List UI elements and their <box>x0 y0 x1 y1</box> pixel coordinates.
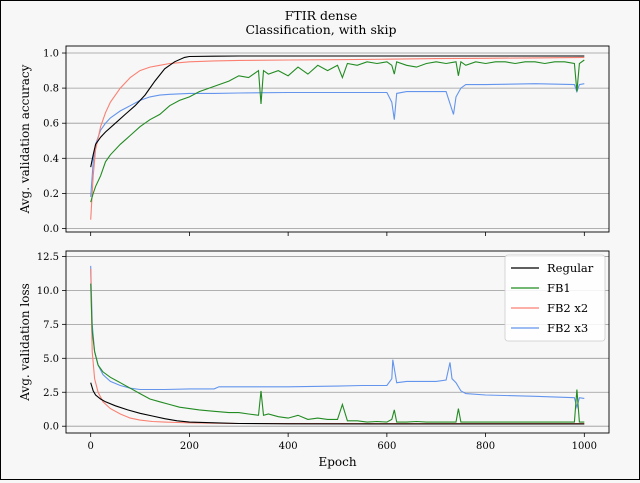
x-tick-label: 400 <box>279 441 298 452</box>
y-tick-label: 12.5 <box>37 252 59 263</box>
y-tick-label: 0.6 <box>43 119 59 130</box>
legend-entry: Regular <box>547 261 594 275</box>
series-line-fb1 <box>90 283 585 423</box>
series-line-fb2-x3 <box>90 83 585 197</box>
y-tick-label: 0.8 <box>43 84 59 95</box>
legend-entry: FB2 x2 <box>547 301 588 315</box>
x-axis-label: Epoch <box>318 455 356 469</box>
series-line-regular <box>90 382 585 425</box>
y-tick-label: 7.5 <box>43 320 59 331</box>
x-tick-label: 0 <box>87 441 93 452</box>
y-tick-label: 2.5 <box>43 388 59 399</box>
y-axis-label: Avg. validation accuracy <box>18 64 32 214</box>
y-tick-label: 0.2 <box>43 189 59 200</box>
y-tick-label: 5.0 <box>43 354 59 365</box>
y-tick-label: 10.0 <box>37 286 59 297</box>
legend-entry: FB1 <box>547 281 571 295</box>
panel-1: 0.0 0.2 0.4 0.6 0.8 1.0 Avg. validation accura… <box>18 45 610 236</box>
x-tick-label: 600 <box>377 441 396 452</box>
y-axis-label: Avg. validation loss <box>18 283 32 402</box>
legend-box <box>504 254 606 342</box>
y-tick-label: 0.0 <box>43 224 59 235</box>
series-line-fb2-x3 <box>90 265 585 410</box>
legend: Regular FB1 FB2 x2 FB2 x3 <box>504 254 606 342</box>
y-tick-label: 1.0 <box>43 49 59 60</box>
plot-frame <box>65 250 610 434</box>
panel-2: 0.0 2.5 5.0 7.5 10.0 12.5 0 200 400 600 800 1000 Avg… <box>18 250 610 469</box>
x-tick-label: 1000 <box>572 441 597 452</box>
y-tick-label: 0.0 <box>43 422 59 433</box>
plot-frame <box>65 45 610 233</box>
legend-entry: FB2 x3 <box>547 321 588 335</box>
y-tick-label: 0.4 <box>43 154 59 165</box>
series-line-regular <box>90 55 585 168</box>
chart-title-line1: FTIR dense <box>285 8 358 23</box>
x-tick-label: 800 <box>476 441 495 452</box>
x-tick-label: 200 <box>180 441 199 452</box>
series-line-fb1 <box>90 59 585 203</box>
series-line-fb2-x2 <box>90 56 585 220</box>
chart-title-line2: Classification, with skip <box>246 22 397 37</box>
